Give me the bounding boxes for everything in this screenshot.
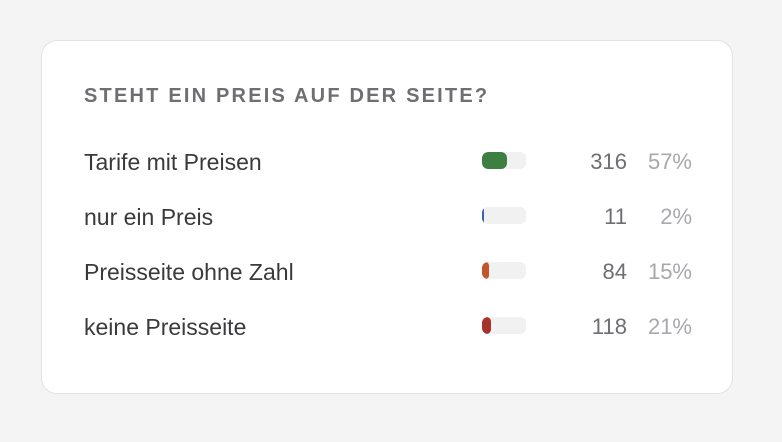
- count-value: 316: [590, 149, 627, 174]
- chart-title: STEHT EIN PREIS AUF DER SEITE?: [84, 85, 490, 107]
- count-value: 118: [591, 314, 627, 339]
- category-label: nur ein Preis: [84, 204, 214, 230]
- bar-fill: [482, 317, 491, 334]
- category-label: Preisseite ohne Zahl: [84, 259, 294, 285]
- percent-value: 2%: [660, 204, 692, 229]
- bar-fill: [482, 152, 507, 169]
- bar-track: [482, 152, 526, 169]
- bar-track: [482, 317, 526, 334]
- bar-row: Preisseite ohne Zahl 84 15%: [42, 256, 732, 286]
- percent-value: 15%: [647, 259, 692, 284]
- category-label: Tarife mit Preisen: [84, 149, 262, 175]
- count-value: 11: [604, 204, 627, 229]
- bar-track: [482, 207, 526, 224]
- percent-value: 21%: [647, 314, 692, 339]
- bar-fill: [482, 207, 484, 224]
- percent-value: 57%: [647, 149, 692, 174]
- bar-row: nur ein Preis 11 2%: [42, 201, 732, 231]
- bar-track: [482, 262, 526, 279]
- bar-row: keine Preisseite 118 21%: [42, 311, 732, 341]
- chart-card: STEHT EIN PREIS AUF DER SEITE? Tarife mi…: [41, 40, 733, 394]
- category-label: keine Preisseite: [84, 314, 247, 340]
- bar-row: Tarife mit Preisen 316 57%: [42, 146, 732, 176]
- count-value: 84: [602, 259, 627, 284]
- bar-fill: [482, 262, 489, 279]
